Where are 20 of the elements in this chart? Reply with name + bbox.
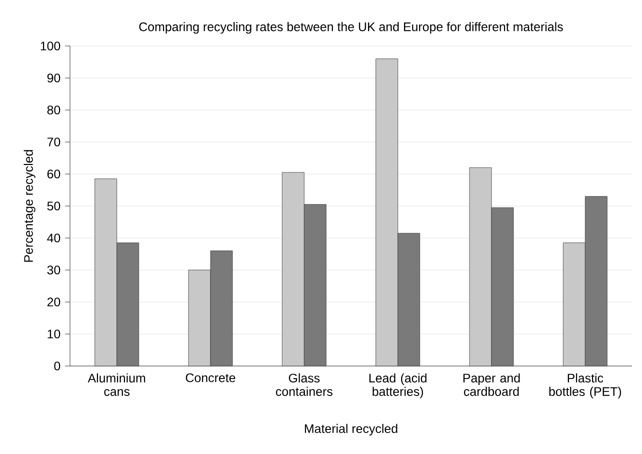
y-tick-label: 100 <box>40 42 60 50</box>
y-tick-label: 20 <box>47 298 60 306</box>
x-tick-label: Aluminium cans <box>88 373 146 396</box>
x-tick-label: Lead (acid batteries) <box>369 373 426 398</box>
y-tick-label: 70 <box>47 138 60 146</box>
y-tick-label: 60 <box>47 170 60 178</box>
y-tick-label: 50 <box>47 202 60 210</box>
y-axis-title: Percentage recycled <box>24 150 36 262</box>
chart-title: Comparing recycling rates between the UK and Europe for different materials <box>139 22 563 34</box>
y-tick-label: 90 <box>47 74 60 82</box>
y-tick-label: 10 <box>48 330 60 338</box>
x-axis-title: Material recycled <box>304 424 398 436</box>
y-tick-label: 80 <box>47 106 60 114</box>
x-tick-label: Glass containers <box>276 373 332 396</box>
x-tick-label: Concrete <box>186 373 236 382</box>
x-tick-label: Plastic bottles (PET) <box>549 373 622 398</box>
y-tick-label: 40 <box>47 234 60 242</box>
y-tick-label: 30 <box>47 266 60 274</box>
x-tick-label: Paper and cardboard <box>463 373 520 396</box>
y-tick-label: 0 <box>54 362 60 370</box>
